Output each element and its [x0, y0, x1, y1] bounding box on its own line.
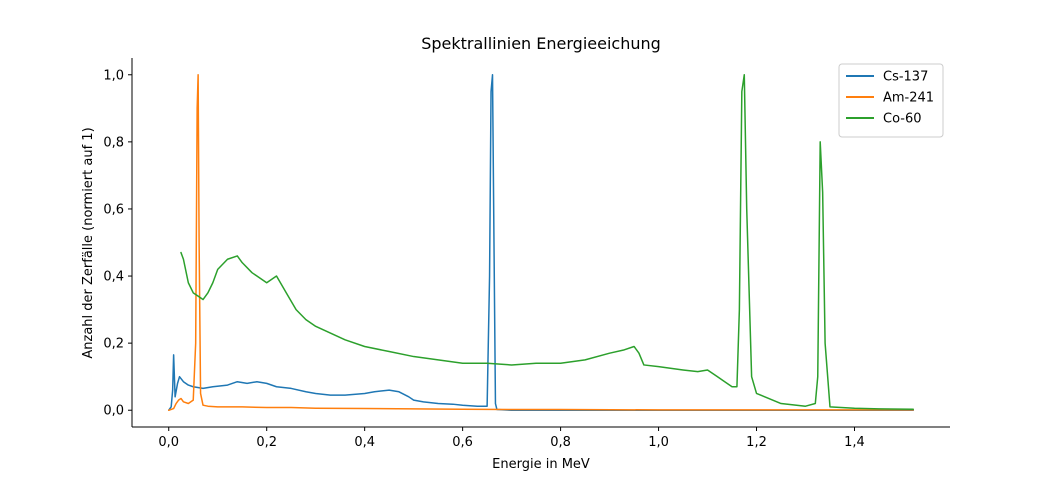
y-tick-label: 0,6 — [103, 202, 124, 217]
x-tick-label: 1,2 — [746, 435, 767, 450]
legend-label-co-60: Co-60 — [883, 112, 922, 127]
series-line-am-241 — [167, 74, 915, 411]
x-tick-label: 1,0 — [648, 435, 669, 450]
x-tick-label: 0,0 — [158, 435, 179, 450]
y-tick-label: 0,2 — [103, 337, 124, 352]
plot-area: 0,0 0,2 0,4 0,6 0,8 1,0 1,2 1,4 0,0 0,2 0,4 0,6 0,8 1… — [103, 58, 950, 450]
series-line-co-60 — [180, 74, 915, 410]
series-line-cs-137 — [167, 74, 915, 411]
x-tick-label: 1,4 — [844, 435, 865, 450]
x-tick-label: 0,2 — [256, 435, 277, 450]
chart-title: Spektrallinien Energieeichung — [421, 34, 661, 53]
y-tick-label: 0,8 — [103, 135, 124, 150]
legend-label-cs-137: Cs-137 — [883, 70, 928, 85]
y-axis-label: Anzahl der Zerfälle (normiert auf 1) — [81, 127, 96, 358]
y-tick-label: 0,0 — [103, 404, 124, 419]
legend: Cs-137 Am-241 Co-60 — [838, 63, 944, 138]
y-tick-label: 0,4 — [103, 270, 124, 285]
legend-label-am-241: Am-241 — [883, 91, 934, 106]
x-tick-label: 0,6 — [452, 435, 473, 450]
x-tick-label: 0,4 — [354, 435, 375, 450]
y-tick-label: 1,0 — [103, 68, 124, 83]
x-tick-label: 0,8 — [550, 435, 571, 450]
x-axis-label: Energie in MeV — [492, 457, 590, 472]
